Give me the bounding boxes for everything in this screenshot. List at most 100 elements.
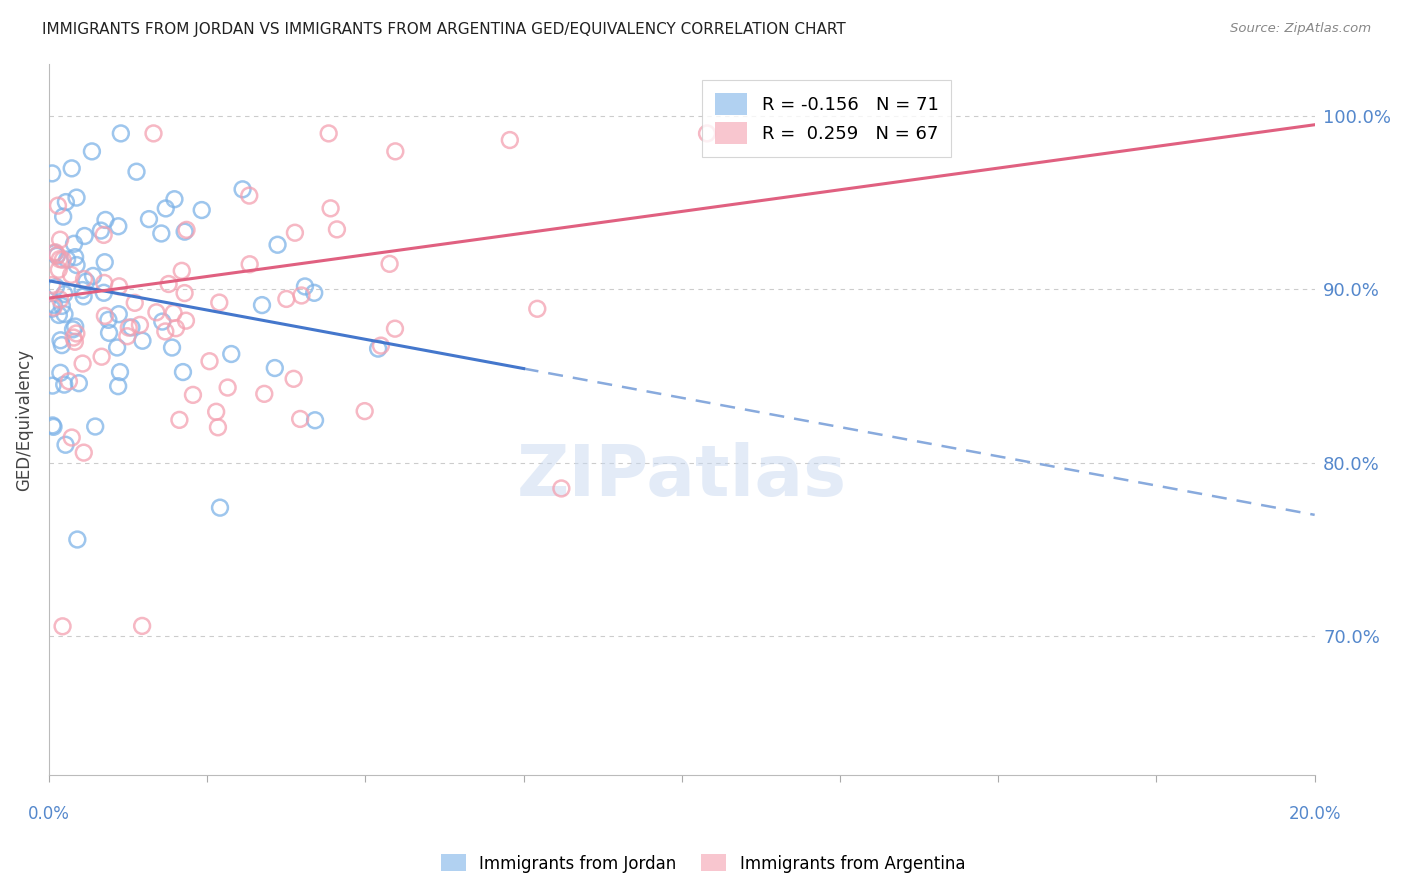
Y-axis label: GED/Equivalency: GED/Equivalency [15, 349, 32, 491]
Point [370, 338, 392, 352]
Point [165, 321, 187, 335]
Point [93, 276, 115, 290]
Point [107, 379, 129, 393]
Point [42, 420, 65, 434]
Point [62, 322, 84, 336]
Point [97, 313, 120, 327]
Point [190, 202, 212, 217]
Point [163, 192, 186, 206]
Point [288, 412, 311, 426]
Point [45, 280, 67, 294]
Point [90, 350, 112, 364]
Point [49, 293, 72, 307]
Text: 0.0%: 0.0% [28, 805, 70, 823]
Point [238, 188, 260, 202]
Point [52, 210, 75, 224]
Point [94, 309, 117, 323]
Point [318, 127, 340, 141]
Point [162, 306, 184, 320]
Point [93, 255, 115, 269]
Point [170, 264, 193, 278]
Point [263, 361, 285, 376]
Point [367, 342, 389, 356]
Point [250, 298, 273, 312]
Point [284, 226, 307, 240]
Point [696, 127, 718, 141]
Point [266, 237, 288, 252]
Point [181, 388, 204, 402]
Point [42, 298, 65, 312]
Point [98, 326, 121, 340]
Point [124, 296, 146, 310]
Point [60, 161, 83, 176]
Point [49, 366, 72, 380]
Point [65, 326, 87, 341]
Legend: R = -0.156   N = 71, R =  0.259   N = 67: R = -0.156 N = 71, R = 0.259 N = 67 [702, 80, 952, 157]
Point [41, 418, 63, 433]
Point [46, 199, 69, 213]
Point [65, 258, 87, 272]
Point [205, 405, 228, 419]
Point [41, 378, 63, 392]
Point [55, 195, 77, 210]
Point [67, 376, 90, 391]
Point [42, 301, 65, 315]
Point [93, 227, 115, 242]
Point [219, 347, 242, 361]
Point [550, 482, 572, 496]
Point [150, 315, 173, 329]
Point [173, 286, 195, 301]
Point [138, 212, 160, 227]
Point [66, 533, 89, 547]
Point [173, 225, 195, 239]
Point [283, 372, 305, 386]
Point [232, 182, 254, 196]
Text: 20.0%: 20.0% [1288, 805, 1341, 823]
Point [51, 299, 73, 313]
Point [90, 224, 112, 238]
Point [157, 277, 180, 291]
Point [302, 285, 325, 300]
Point [73, 229, 96, 244]
Point [72, 357, 94, 371]
Point [319, 202, 342, 216]
Point [73, 272, 96, 286]
Point [44, 245, 66, 260]
Point [41, 277, 63, 292]
Point [526, 301, 548, 316]
Point [63, 250, 86, 264]
Point [49, 233, 72, 247]
Text: ZIPatlas: ZIPatlas [517, 442, 846, 511]
Point [55, 438, 77, 452]
Point [217, 380, 239, 394]
Point [53, 307, 76, 321]
Point [46, 248, 69, 262]
Point [110, 127, 132, 141]
Point [82, 268, 104, 283]
Point [108, 365, 131, 379]
Point [63, 236, 86, 251]
Point [129, 318, 152, 332]
Point [276, 292, 298, 306]
Point [48, 252, 70, 267]
Point [145, 305, 167, 319]
Point [62, 330, 84, 344]
Point [107, 219, 129, 234]
Point [326, 222, 349, 236]
Point [384, 145, 406, 159]
Point [169, 413, 191, 427]
Point [118, 320, 141, 334]
Point [174, 314, 197, 328]
Point [94, 213, 117, 227]
Point [65, 191, 87, 205]
Point [198, 354, 221, 368]
Point [45, 249, 67, 263]
Point [58, 374, 80, 388]
Point [72, 283, 94, 297]
Point [60, 268, 83, 282]
Point [52, 619, 75, 633]
Point [131, 619, 153, 633]
Point [384, 321, 406, 335]
Point [105, 341, 128, 355]
Point [378, 257, 401, 271]
